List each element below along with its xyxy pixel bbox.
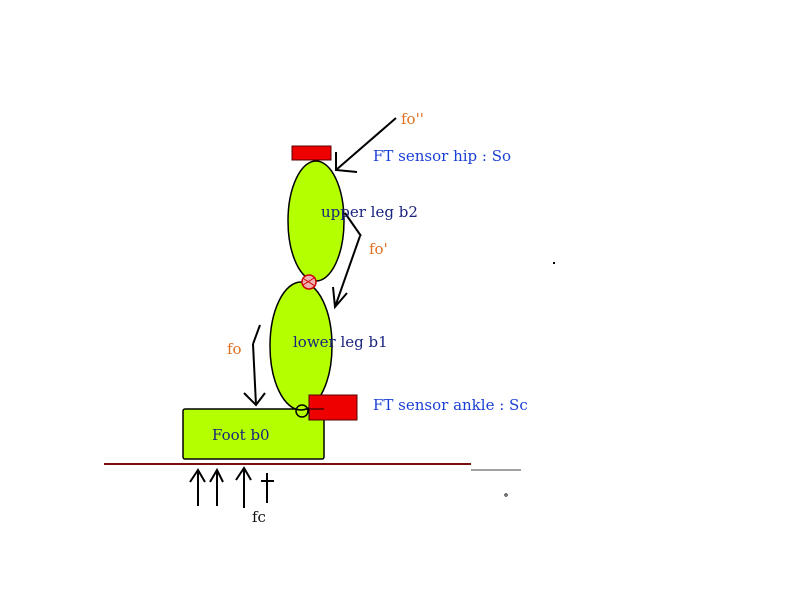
stray-dot <box>504 493 508 497</box>
upper-leg-label: upper leg b2 <box>321 203 418 221</box>
ankle-joint-icon <box>295 404 309 418</box>
force-hip-label: fo'' <box>401 110 424 128</box>
hip-sensor-label: FT sensor hip : So <box>373 147 511 165</box>
ankle-sensor-bracket <box>308 408 324 420</box>
foot-body <box>182 408 325 460</box>
hip-sensor-box <box>291 145 332 161</box>
force-ankle-label: fo <box>227 340 242 358</box>
ankle-sensor-box <box>308 394 358 421</box>
stray-dot <box>553 262 555 264</box>
force-ankle-arrow <box>243 324 266 407</box>
force-knee-label: fo' <box>369 240 388 258</box>
upper-leg-body <box>287 160 345 282</box>
lower-leg-body <box>269 281 333 411</box>
lower-leg-label: lower leg b1 <box>293 333 388 351</box>
ankle-sensor-label: FT sensor ankle : Sc <box>373 396 528 414</box>
force-hip-arrow <box>335 117 397 173</box>
force-knee-arrow <box>332 212 362 310</box>
contact-force-label: fc <box>252 508 266 526</box>
contact-force-arrows <box>189 466 274 508</box>
knee-joint-icon <box>301 274 317 290</box>
foot-label: Foot b0 <box>212 426 270 444</box>
